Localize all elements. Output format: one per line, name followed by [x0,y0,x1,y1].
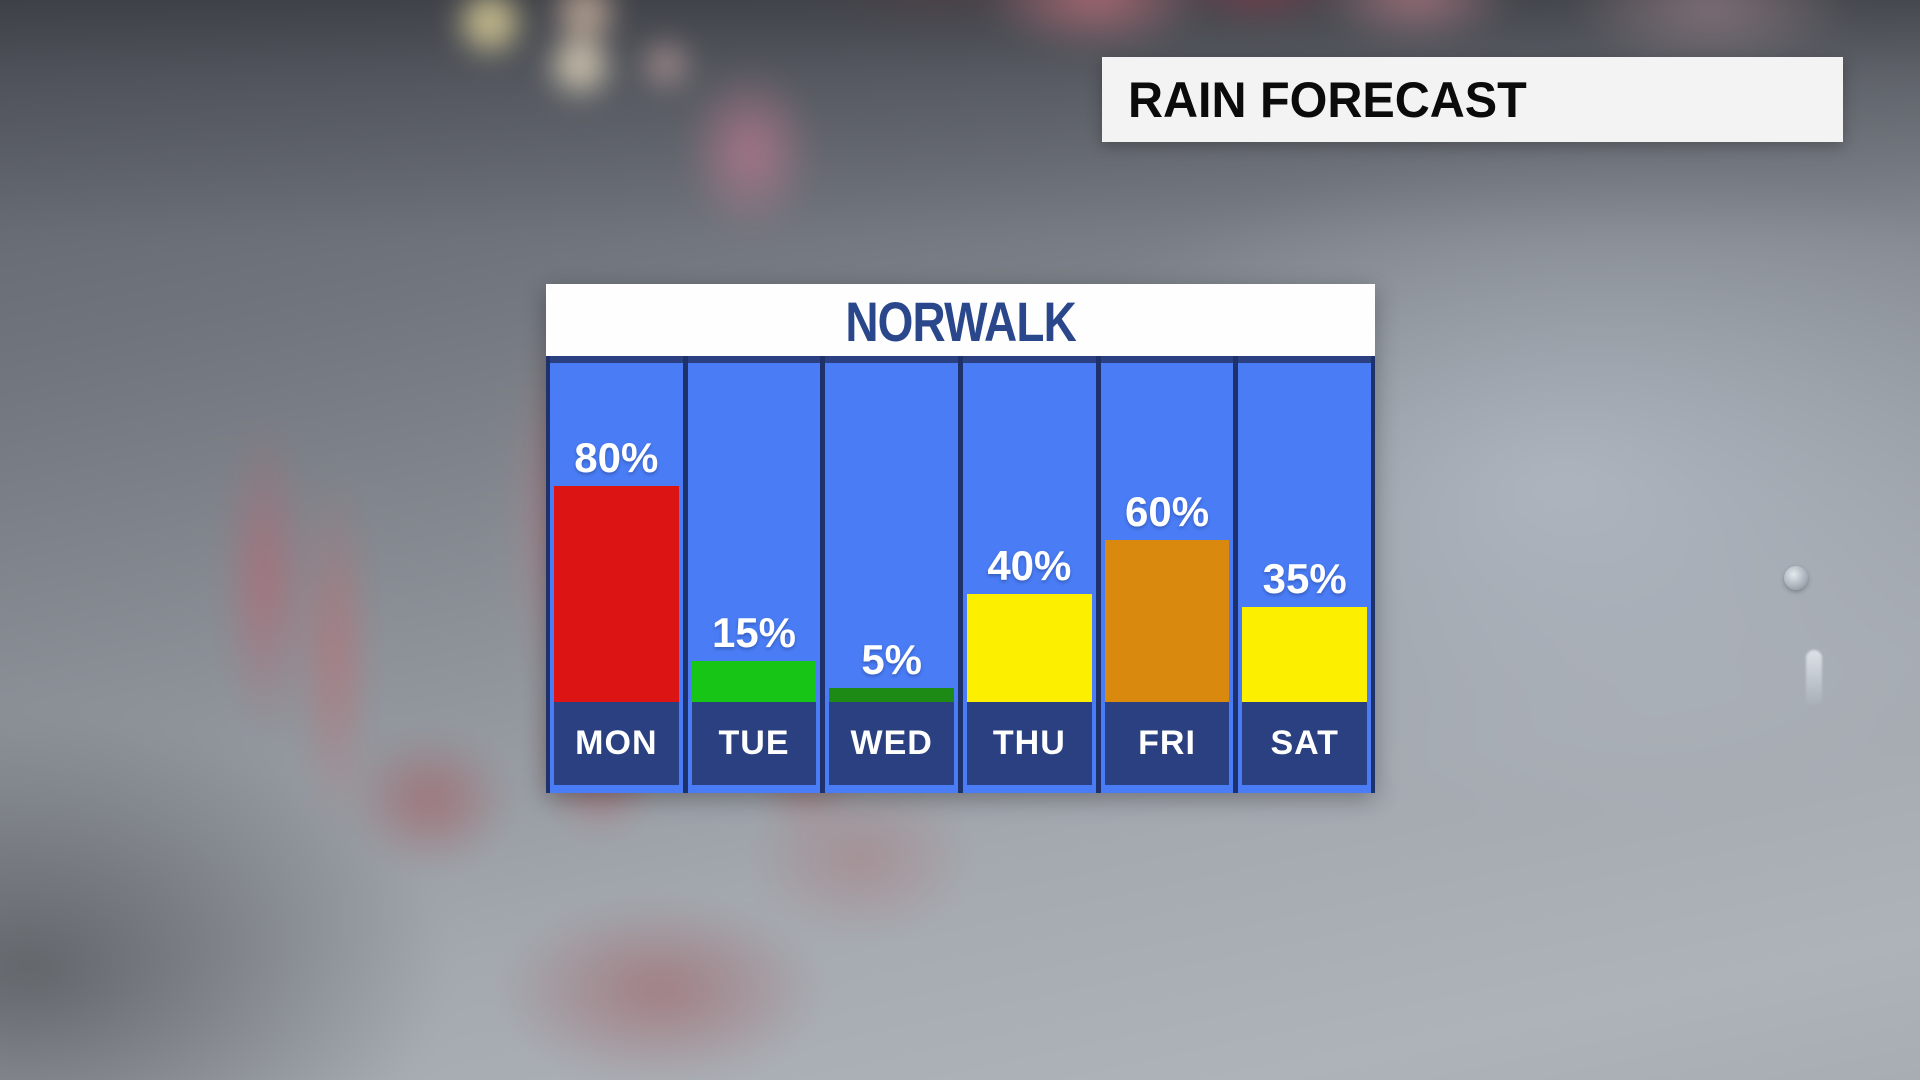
day-label: SAT [1270,724,1339,762]
rain-percent-label: 40% [987,542,1072,589]
day-footer: SAT [1242,702,1368,785]
panel-header: NORWALK [546,284,1375,356]
day-label: FRI [1138,724,1196,762]
day-column-mon: 80% MON [550,356,683,793]
day-footer: TUE [691,702,817,785]
forecast-panel: NORWALK 80% MON 15% TUE 5% [546,284,1375,793]
day-footer: FRI [1104,702,1230,785]
rain-percent-label: 15% [711,609,797,656]
rain-bar [554,486,679,702]
water-splash [1806,650,1822,706]
banner-title: RAIN FORECAST [1128,71,1527,128]
day-column-sat: 35% SAT [1238,356,1372,793]
rain-bar [691,661,817,702]
forecast-columns: 80% MON 15% TUE 5% WED [546,356,1375,793]
rain-forecast-banner: RAIN FORECAST [1102,57,1843,142]
rain-bar [1104,540,1230,702]
day-label: MON [575,724,658,762]
rain-bar [967,594,1092,702]
day-label: TUE [718,724,790,762]
rain-bar [829,688,955,702]
rain-percent-label: 35% [1262,555,1347,602]
day-footer: WED [829,702,955,785]
day-column-thu: 40% THU [963,356,1096,793]
rain-bar [1242,607,1368,702]
day-column-tue: 15% TUE [687,356,821,793]
day-label: THU [992,724,1066,762]
day-footer: THU [967,702,1092,785]
day-column-fri: 60% FRI [1100,356,1234,793]
rain-percent-label: 80% [574,434,659,481]
rain-percent-label: 5% [861,636,923,683]
day-footer: MON [554,702,679,785]
day-column-wed: 5% WED [825,356,959,793]
day-label: WED [850,724,933,762]
city-name: NORWALK [845,289,1076,353]
water-droplet [1784,566,1808,590]
rain-percent-label: 60% [1124,488,1210,535]
